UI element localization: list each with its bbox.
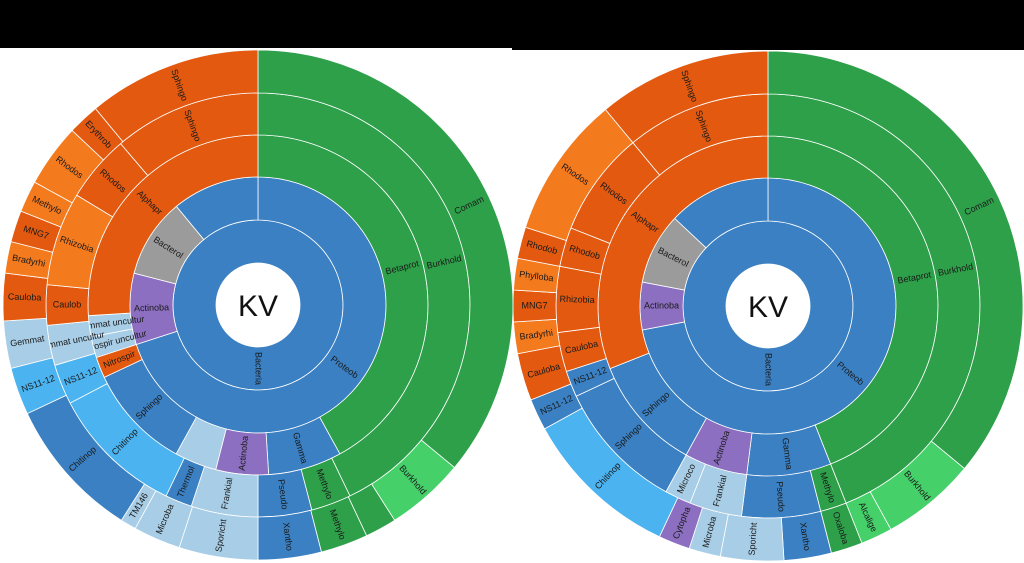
center-hole-right [726, 264, 810, 348]
sunburst-segment [2, 272, 49, 322]
sunburst-segment [257, 509, 322, 561]
sunburst-segment [719, 513, 785, 562]
sunburst-segment [129, 272, 178, 346]
sunburst-segment [639, 281, 685, 331]
sunburst-segment [740, 470, 822, 519]
sunburst-segment [257, 49, 514, 469]
center-label-left: KV [238, 290, 278, 323]
sunburst-chart-right: Bacteria ProteobActinobaBacterolBetaprotG… [512, 50, 1024, 562]
sunburst-segment [604, 50, 769, 144]
sunburst-segment [94, 49, 259, 143]
sunburst-segment [512, 289, 557, 323]
center-hole-left [216, 263, 300, 347]
sunburst-segment [555, 265, 602, 334]
center-label-right: KV [748, 291, 788, 324]
sunburst-segment [45, 284, 90, 326]
sunburst-segment [767, 50, 1024, 470]
